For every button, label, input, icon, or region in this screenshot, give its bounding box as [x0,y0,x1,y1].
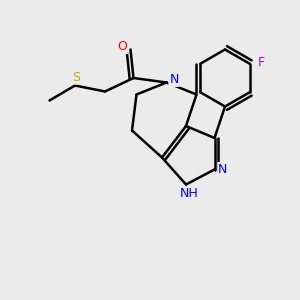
Text: O: O [117,40,127,53]
Text: N: N [169,73,179,86]
Text: S: S [73,70,80,84]
Text: N: N [218,163,228,176]
Text: NH: NH [180,187,199,200]
Text: F: F [257,56,265,69]
